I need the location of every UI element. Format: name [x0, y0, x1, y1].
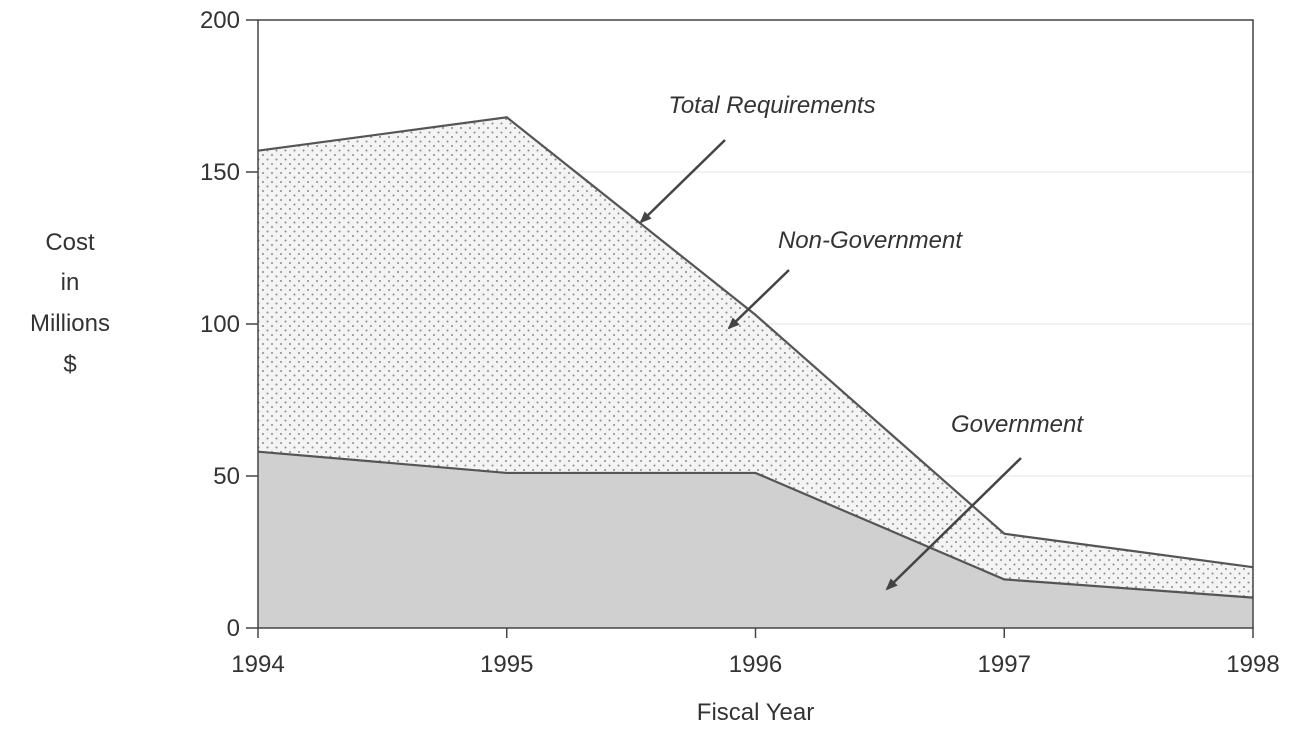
- area-government: [258, 452, 1253, 628]
- y-tick-label: 50: [213, 463, 240, 490]
- x-tick-label: 1994: [231, 651, 284, 678]
- area-series: [258, 117, 1253, 628]
- x-tick-label: 1995: [480, 651, 533, 678]
- x-tick-label: 1996: [729, 651, 782, 678]
- x-tick-label: 1997: [978, 651, 1031, 678]
- y-tick-label: 100: [200, 311, 240, 338]
- annotation-arrow: [641, 140, 725, 222]
- annotation-label: Non-Government: [778, 227, 963, 254]
- y-axis-title-line: $: [63, 351, 76, 378]
- y-axis-title-line: Millions: [30, 310, 110, 337]
- y-tick-label: 0: [227, 615, 240, 642]
- y-axis-title-line: Cost: [45, 229, 95, 256]
- y-tick-label: 150: [200, 159, 240, 186]
- y-tick-label: 200: [200, 7, 240, 34]
- annotation-label: Government: [951, 411, 1084, 438]
- x-tick-label: 1998: [1226, 651, 1279, 678]
- y-axis-title-line: in: [61, 269, 80, 296]
- annotation-label: Total Requirements: [668, 92, 875, 119]
- x-axis-title: Fiscal Year: [697, 699, 814, 726]
